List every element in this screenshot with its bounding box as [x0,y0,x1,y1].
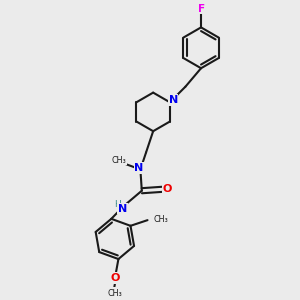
Text: CH₃: CH₃ [107,290,122,298]
Text: N: N [169,95,178,105]
Text: O: O [111,273,120,283]
Text: F: F [198,4,206,14]
Text: O: O [163,184,172,194]
Text: N: N [134,163,144,173]
Text: CH₃: CH₃ [153,215,168,224]
Text: CH₃: CH₃ [112,156,126,165]
Text: H: H [114,200,121,209]
Text: N: N [118,204,127,214]
